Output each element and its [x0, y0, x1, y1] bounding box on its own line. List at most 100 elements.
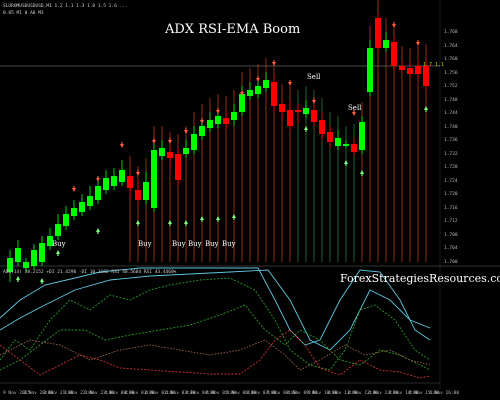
symbol-info-secondary: 0.85 M1 0 A8 M3 [3, 11, 44, 16]
down-arrow [416, 40, 420, 46]
candle-body [71, 208, 77, 216]
time-tick: 4 Nov 06:00 [226, 391, 257, 396]
time-tick: 3 Nov 22:00 [63, 391, 94, 396]
up-arrow [16, 276, 20, 282]
candle-body [335, 138, 341, 146]
candle-body [311, 110, 317, 122]
down-arrow [120, 142, 124, 148]
time-tick: 4 Nov 15:00 [409, 391, 439, 396]
price-tick: 1.748 [444, 97, 458, 103]
candle-body [127, 176, 133, 188]
candle-body [327, 132, 333, 142]
price-tick: 1.732 [444, 151, 458, 157]
price-tick: 1.760 [444, 57, 458, 62]
signal-arrows [16, 22, 428, 284]
down-arrow [200, 118, 204, 124]
candle-body [319, 120, 325, 134]
time-tick: 3 Nov 23:00 [84, 391, 114, 396]
down-arrow [216, 108, 220, 114]
candle-body [415, 66, 421, 74]
up-arrow [216, 216, 220, 222]
candle-body [63, 214, 69, 226]
price-tick: 1.720 [444, 192, 458, 197]
down-arrow [184, 128, 188, 134]
up-arrow [344, 160, 348, 166]
up-arrow [56, 250, 60, 256]
price-tick: 1.764 [444, 43, 458, 49]
down-arrow [152, 138, 156, 144]
time-tick: 4 Nov 04:00 [185, 391, 216, 396]
up-arrow [360, 170, 364, 176]
candle-body [103, 178, 109, 190]
candle-body [183, 148, 189, 154]
candle-body [295, 110, 301, 112]
current-price-tag: 1.7 1.1 [422, 62, 444, 68]
price-tick: 1.700 [444, 259, 458, 265]
candle-body [47, 236, 53, 246]
time-tick: 4 Nov 09:00 [287, 391, 317, 396]
candle-body [111, 176, 117, 186]
candle-body [343, 144, 349, 146]
up-arrow [136, 220, 140, 226]
adx-line [0, 267, 431, 346]
time-tick: 4 Nov 05:00 [206, 391, 236, 396]
sell-label: Sell [307, 73, 321, 81]
candle-body [279, 104, 285, 112]
up-arrow [40, 278, 44, 284]
price-tick: 1.728 [444, 165, 458, 170]
candle-body [167, 152, 173, 158]
candle-body [423, 66, 429, 86]
candle-body [351, 144, 357, 152]
time-tick: 4 Nov 08:00 [266, 391, 297, 396]
time-tick: 4 Nov 07:00 [246, 391, 277, 396]
sell-label: Sell [348, 104, 362, 112]
down-arrow [352, 110, 356, 116]
candle-body [231, 112, 237, 120]
candle-body [247, 90, 253, 96]
candle-body [39, 243, 45, 262]
time-tick: 4 Nov 14:00 [388, 391, 419, 396]
time-tick: 4 Nov 16:00 [429, 391, 460, 396]
price-tick: 1.712 [444, 219, 458, 224]
time-tick: 3 Nov 21:00 [43, 391, 74, 396]
candle-body [175, 154, 181, 180]
candle-body [159, 148, 165, 156]
adx-line-2 [0, 269, 431, 351]
candle-body [223, 118, 229, 124]
buy-label: Buy [172, 240, 186, 248]
up-arrow [200, 216, 204, 222]
down-arrow [312, 98, 316, 104]
price-tick: 1.724 [444, 178, 458, 184]
watermark: ForexStrategiesResources.com [340, 272, 500, 285]
price-tick: 1.744 [444, 111, 458, 116]
down-arrow [136, 170, 140, 176]
candle-body [255, 86, 261, 94]
indicator-info: ADX(14) 38.2152 +DI 21.4290 -DI 10.1182 … [3, 270, 177, 275]
candle-body [399, 66, 405, 70]
candle-body [199, 126, 205, 136]
candle-body [383, 40, 389, 48]
time-tick: 4 Nov 00:00 [104, 391, 135, 396]
price-tick: 1.768 [444, 30, 458, 35]
signal-lines [129, 0, 427, 262]
time-tick: 4 Nov 01:00 [124, 391, 155, 396]
buy-label: Buy [222, 240, 236, 248]
chart-title: ADX RSI-EMA Boom [165, 22, 301, 37]
time-tick: 4 Nov 02:00 [145, 391, 175, 396]
up-arrow [96, 228, 100, 234]
time-tick: 4 Nov 13:00 [368, 391, 399, 396]
indicator-pane [0, 267, 431, 379]
rsi-line [0, 339, 431, 371]
time-tick: 4 Nov 11:00 [327, 391, 358, 396]
price-tick: 1.716 [444, 205, 458, 211]
time-tick: 4 Nov 03:00 [165, 391, 196, 396]
down-arrow [168, 138, 172, 144]
price-tick: 1.704 [444, 246, 458, 251]
price-tick: 1.736 [444, 138, 458, 143]
candle-body [87, 196, 93, 206]
price-tick: 1.740 [444, 124, 458, 130]
candle-body [239, 94, 245, 112]
candle-body [55, 224, 61, 236]
candle-body [287, 110, 293, 126]
